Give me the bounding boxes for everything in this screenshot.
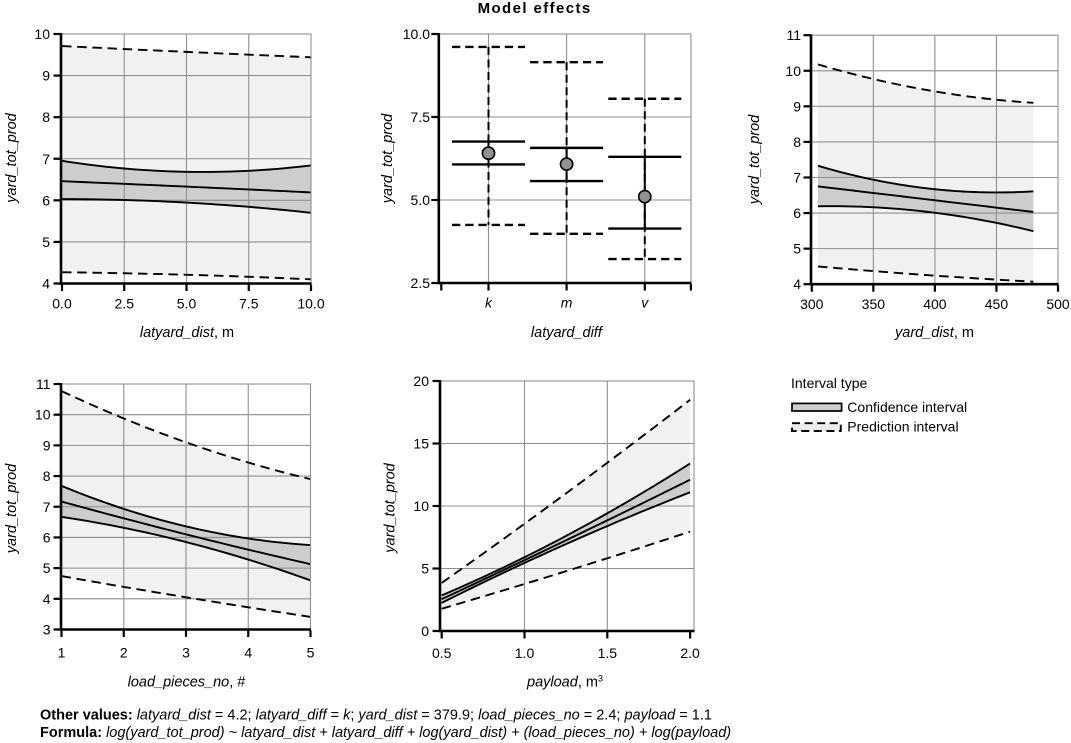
svg-text:Interval type: Interval type bbox=[791, 375, 867, 391]
svg-text:4: 4 bbox=[793, 276, 801, 292]
svg-text:Other values: latyard_dist = 4: Other values: latyard_dist = 4.2; latyar… bbox=[40, 708, 712, 724]
svg-text:450: 450 bbox=[985, 296, 1009, 312]
svg-text:10.0: 10.0 bbox=[403, 26, 430, 42]
svg-text:9: 9 bbox=[43, 437, 51, 453]
svg-text:yard_tot_prod: yard_tot_prod bbox=[4, 463, 20, 554]
svg-text:8: 8 bbox=[42, 109, 50, 125]
svg-text:yard_tot_prod: yard_tot_prod bbox=[383, 462, 399, 553]
svg-text:latyard_diff: latyard_diff bbox=[531, 325, 604, 341]
svg-text:yard_tot_prod: yard_tot_prod bbox=[380, 113, 396, 204]
svg-text:m: m bbox=[561, 295, 573, 311]
svg-text:300: 300 bbox=[800, 296, 824, 312]
svg-text:latyard_dist, m: latyard_dist, m bbox=[140, 325, 234, 341]
svg-text:15: 15 bbox=[413, 436, 429, 452]
svg-text:1.0: 1.0 bbox=[515, 645, 535, 661]
svg-text:Prediction interval: Prediction interval bbox=[847, 418, 958, 434]
svg-text:4: 4 bbox=[43, 591, 51, 607]
svg-text:6: 6 bbox=[42, 192, 50, 208]
svg-text:6: 6 bbox=[793, 205, 801, 221]
svg-text:3: 3 bbox=[182, 645, 190, 661]
svg-text:11: 11 bbox=[36, 376, 51, 392]
svg-text:7: 7 bbox=[42, 151, 50, 167]
svg-text:7: 7 bbox=[43, 499, 51, 515]
svg-text:Confidence interval: Confidence interval bbox=[847, 399, 967, 415]
svg-text:0.0: 0.0 bbox=[52, 296, 72, 312]
svg-text:9: 9 bbox=[793, 98, 801, 114]
svg-text:yard_tot_prod: yard_tot_prod bbox=[4, 112, 20, 203]
svg-text:0.5: 0.5 bbox=[432, 645, 452, 661]
svg-text:1.5: 1.5 bbox=[598, 645, 618, 661]
svg-text:10: 10 bbox=[34, 26, 50, 42]
svg-text:500: 500 bbox=[1046, 296, 1070, 312]
svg-text:10: 10 bbox=[785, 63, 801, 79]
svg-text:load_pieces_no, #: load_pieces_no, # bbox=[128, 675, 246, 691]
svg-text:20: 20 bbox=[413, 373, 429, 389]
svg-text:1: 1 bbox=[58, 645, 66, 661]
svg-text:payload, m3: payload, m3 bbox=[526, 674, 603, 691]
svg-text:10: 10 bbox=[35, 407, 51, 423]
svg-text:7.5: 7.5 bbox=[411, 109, 431, 125]
svg-text:7: 7 bbox=[793, 169, 801, 185]
svg-text:k: k bbox=[485, 295, 493, 311]
svg-text:2.0: 2.0 bbox=[680, 645, 700, 661]
svg-text:4: 4 bbox=[42, 276, 50, 292]
svg-text:2: 2 bbox=[120, 645, 128, 661]
svg-text:4: 4 bbox=[244, 645, 252, 661]
svg-text:Formula: log(yard_tot_prod) ~: Formula: log(yard_tot_prod) ~ latyard_di… bbox=[40, 725, 731, 741]
svg-text:0: 0 bbox=[421, 623, 429, 639]
svg-text:2.5: 2.5 bbox=[411, 275, 431, 291]
svg-text:9: 9 bbox=[42, 68, 50, 84]
svg-text:5.0: 5.0 bbox=[411, 192, 431, 208]
svg-text:Model effects: Model effects bbox=[478, 0, 592, 17]
svg-text:5: 5 bbox=[793, 241, 801, 257]
svg-text:10: 10 bbox=[413, 498, 429, 514]
svg-text:8: 8 bbox=[43, 468, 51, 484]
svg-text:5: 5 bbox=[42, 234, 50, 250]
svg-text:350: 350 bbox=[862, 296, 886, 312]
svg-text:v: v bbox=[641, 295, 649, 311]
svg-text:5: 5 bbox=[421, 561, 429, 577]
svg-text:5: 5 bbox=[43, 560, 51, 576]
svg-text:5: 5 bbox=[307, 645, 315, 661]
svg-text:3: 3 bbox=[43, 622, 51, 638]
svg-text:400: 400 bbox=[923, 296, 947, 312]
svg-text:yard_dist, m: yard_dist, m bbox=[894, 325, 974, 341]
svg-text:6: 6 bbox=[43, 529, 51, 545]
svg-text:8: 8 bbox=[793, 134, 801, 150]
svg-text:5.0: 5.0 bbox=[177, 296, 197, 312]
svg-text:7.5: 7.5 bbox=[239, 296, 259, 312]
svg-text:10.0: 10.0 bbox=[297, 296, 324, 312]
svg-text:11: 11 bbox=[786, 27, 801, 43]
svg-text:yard_tot_prod: yard_tot_prod bbox=[747, 114, 763, 205]
svg-text:2.5: 2.5 bbox=[115, 296, 135, 312]
